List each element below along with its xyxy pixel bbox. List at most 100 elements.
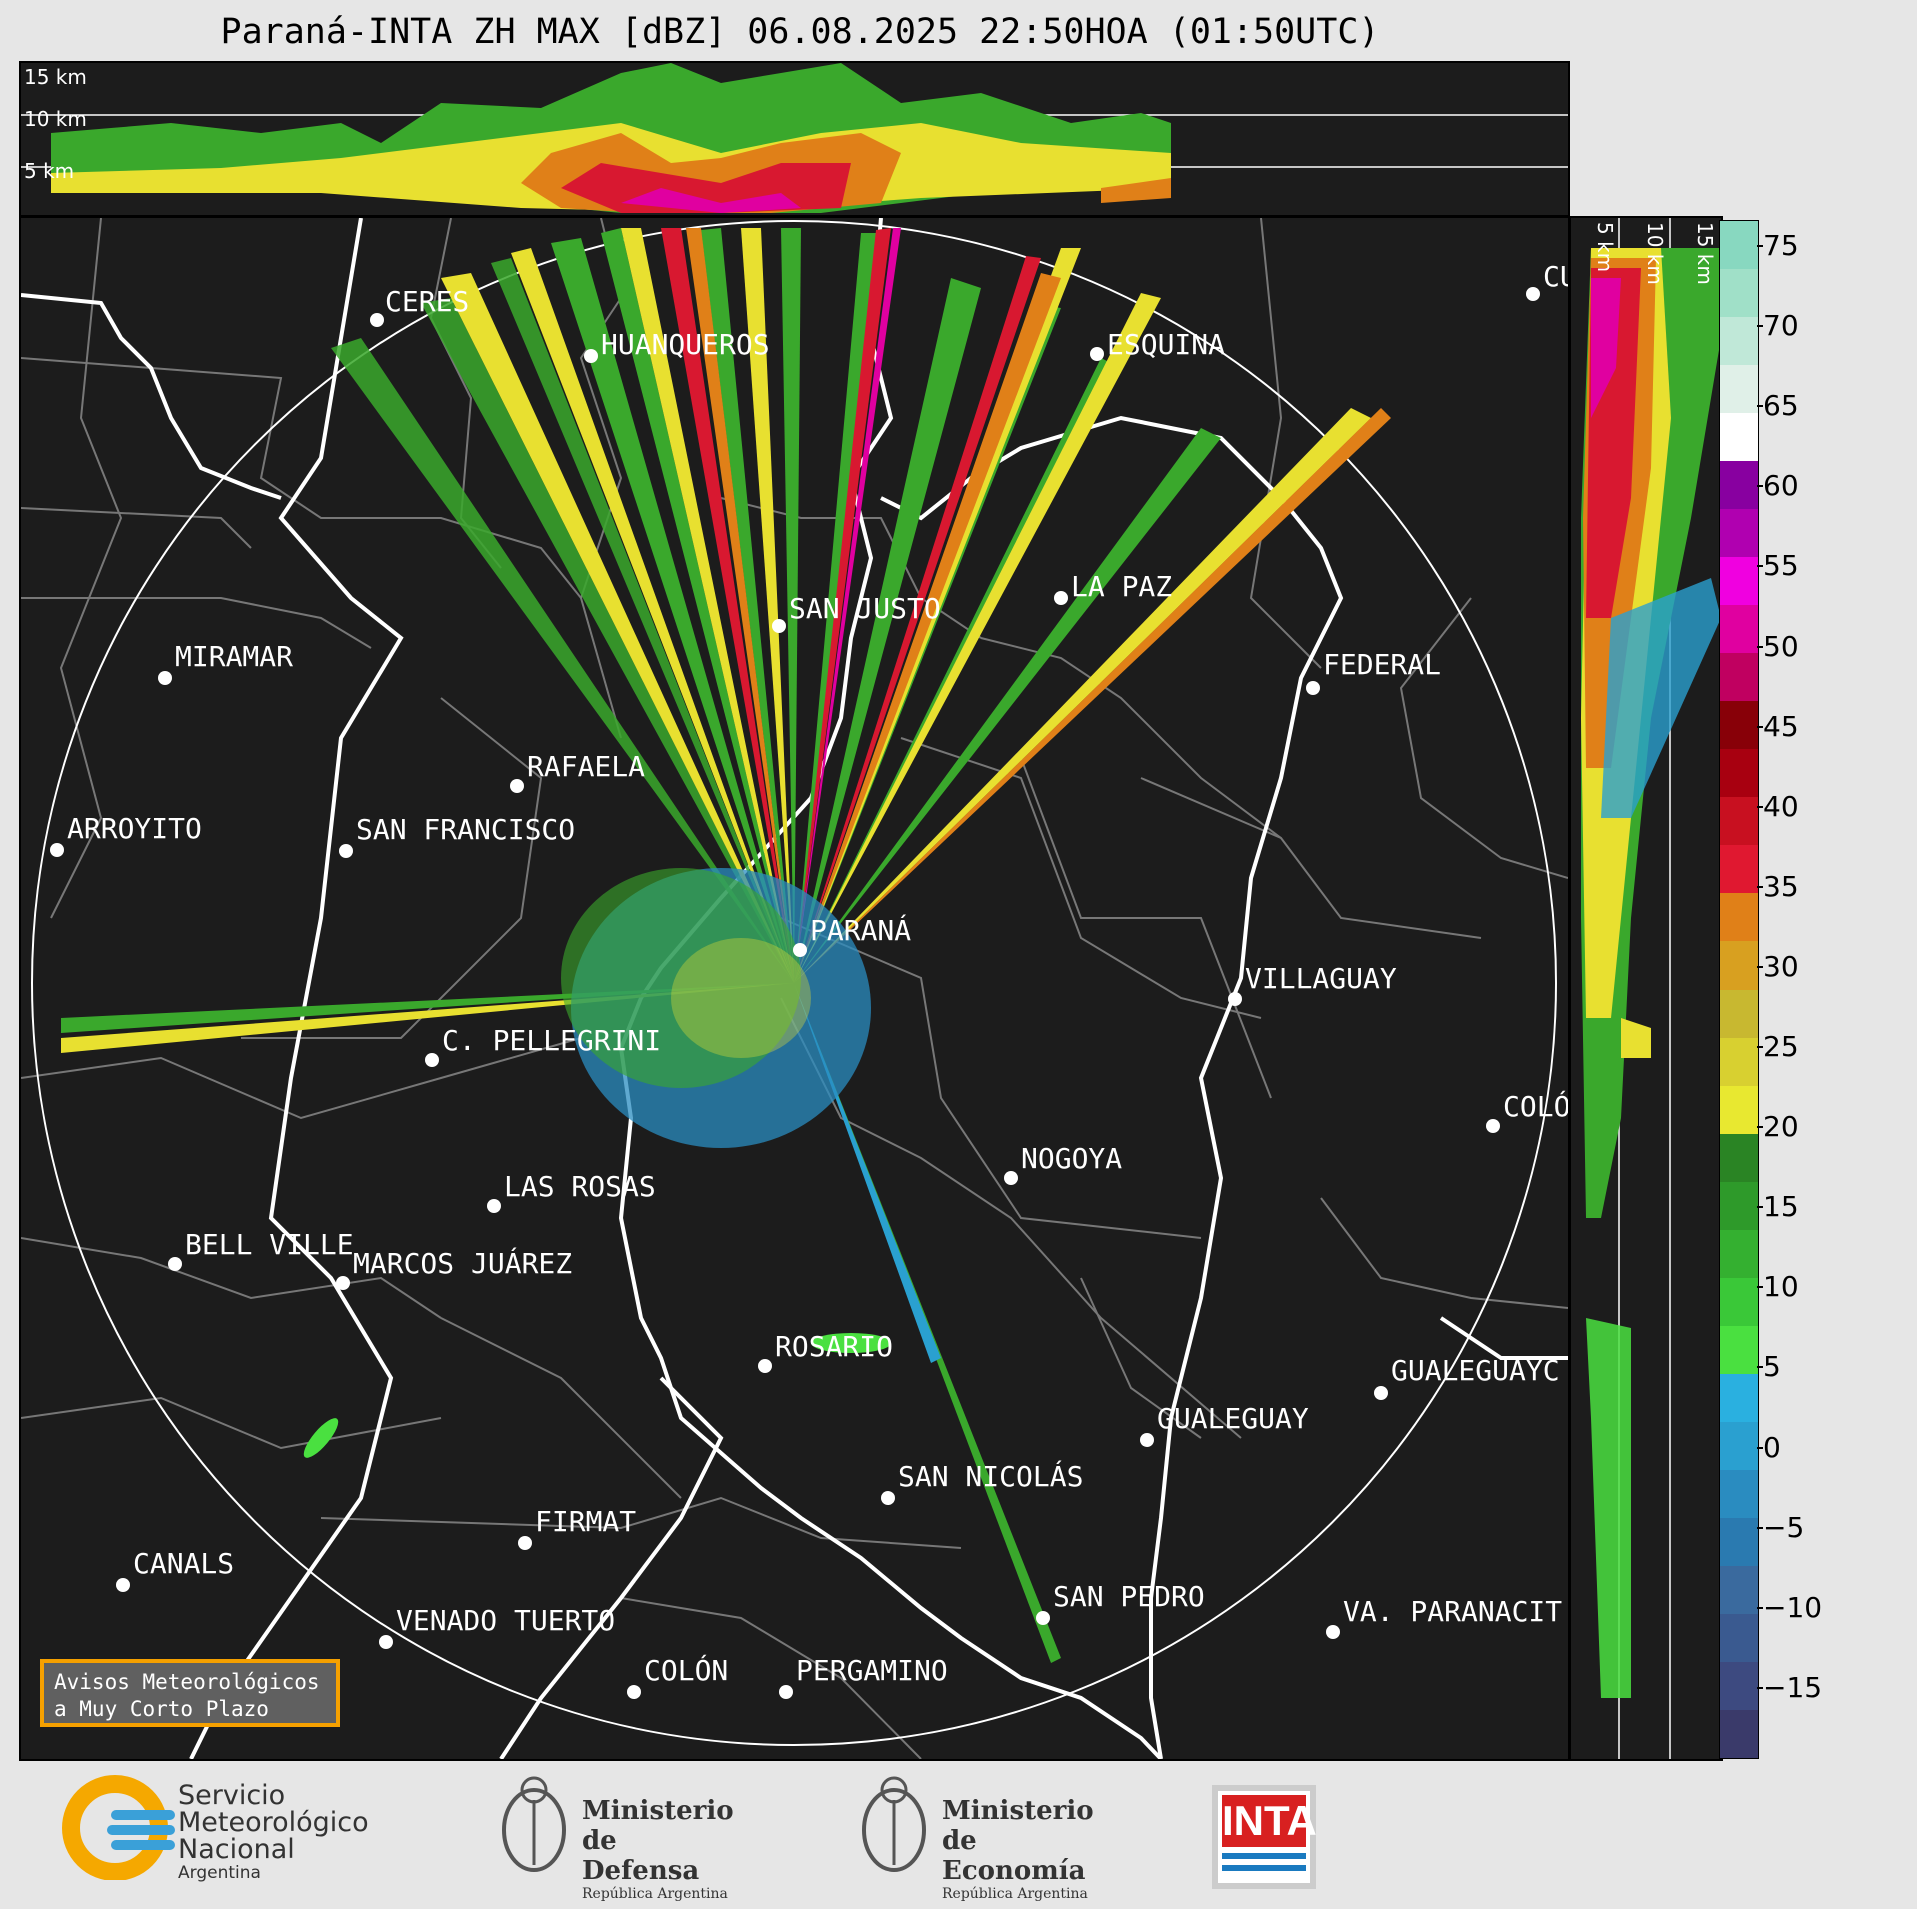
height-label-5km: 5 km [24,159,75,183]
colorbar-segment [1720,652,1758,702]
city-label: CANALS [133,1547,234,1580]
avisos-button[interactable]: Avisos Meteorológicos a Muy Corto Plazo [40,1659,340,1727]
city-label: SAN JUSTO [789,592,941,625]
colorbar-tick-label: −10 [1763,1590,1823,1624]
colorbar-segment [1720,989,1758,1038]
colorbar-segment [1720,844,1758,894]
city-labels: CERES HUANQUEROS ESQUINA CU SAN JUSTO LA… [67,260,1568,1687]
colorbar-segment [1720,316,1758,366]
colorbar-segment [1720,604,1758,654]
city-label: GUALEGUAYC [1391,1354,1560,1387]
city-dot-la-paz [1054,591,1068,605]
city-label: COLÓ [1503,1089,1568,1123]
colorbar-segment [1720,268,1758,318]
colorbar-tick-mark [1757,805,1763,808]
colorbar-tick-mark [1757,325,1763,328]
range-ring [31,220,1557,1746]
city-dot-marcos-juarez [336,1276,350,1290]
colorbar-segment [1720,508,1758,558]
city-label: VENADO TUERTO [396,1604,615,1637]
colorbar-tick-mark [1757,1526,1763,1529]
colorbar-segment [1720,1133,1758,1182]
colorbar-tick-label: 0 [1763,1430,1781,1464]
colorbar-tick-label: 50 [1763,629,1799,663]
city-dot-bell-ville [168,1257,182,1271]
colorbar-segment [1720,1565,1758,1614]
radar-map-panel: CERES HUANQUEROS ESQUINA CU SAN JUSTO LA… [19,216,1570,1761]
colorbar-segment [1720,364,1758,414]
colorbar-segment [1720,1661,1758,1710]
colorbar-segment [1720,1709,1758,1758]
height-label-15km: 15 km [24,65,87,89]
defensa-line2: de Defensa [582,1826,700,1886]
city-label: LAS ROSAS [504,1170,656,1203]
colorbar-segment [1720,796,1758,846]
top-cross-section-plot [21,63,1568,213]
avisos-line1: Avisos Meteorológicos [54,1670,320,1694]
colorbar-tick-mark [1757,485,1763,488]
colorbar-tick-label: −15 [1763,1670,1823,1704]
colorbar-tick-mark [1757,885,1763,888]
colorbar-tick-label: 5 [1763,1350,1781,1384]
city-label: COLÓN [644,1653,728,1687]
city-label: LA PAZ [1071,570,1172,603]
city-dot-canals [116,1578,130,1592]
colorbar-tick-label: 70 [1763,309,1799,343]
smn-line2: Meteorológico [178,1807,369,1838]
province-borders [21,218,1568,1759]
radar-map: CERES HUANQUEROS ESQUINA CU SAN JUSTO LA… [21,218,1568,1759]
defensa-line3: República Argentina [582,1886,728,1902]
top-cross-section-panel: 15 km 10 km 5 km [19,61,1570,217]
smn-line4: Argentina [178,1863,261,1883]
smn-line3: Nacional [178,1834,295,1865]
colorbar-tick-mark [1757,645,1763,648]
city-label: PERGAMINO [796,1654,948,1687]
colorbar-tick-label: 20 [1763,1110,1799,1144]
city-label: ARROYITO [67,812,202,845]
city-dot-colo [1486,1119,1500,1133]
side-height-label-15km: 15 km [1693,222,1717,285]
city-label: SAN NICOLÁS [898,1459,1083,1493]
economia-line3: República Argentina [942,1886,1088,1902]
smn-logo: Servicio Meteorológico Nacional Argentin… [55,1770,369,1884]
city-dot-nogoya [1004,1171,1018,1185]
city-dot-arroyito [50,843,64,857]
city-dot-villaguay [1228,992,1242,1006]
side-cross-section-panel: 5 km 10 km 15 km [1569,216,1723,1761]
smn-line1: Servicio [178,1780,286,1811]
city-label: VILLAGUAY [1245,962,1397,995]
city-label: NOGOYA [1021,1142,1122,1175]
city-dot-gualeguay [1140,1433,1154,1447]
colorbar-segment [1720,940,1758,990]
city-dot-parana [793,943,807,957]
colorbar-tick-mark [1757,1366,1763,1369]
city-dot-rafaela [510,779,524,793]
city-dot-esquina [1090,347,1104,361]
colorbar-segment [1720,1181,1758,1230]
colorbar-tick-label: 35 [1763,869,1799,903]
city-dot-san-francisco [339,844,353,858]
colorbar-segment [1720,412,1758,462]
city-dot-federal [1306,681,1320,695]
colorbar-segment [1720,892,1758,942]
city-label: ROSARIO [775,1330,893,1363]
city-label: CERES [385,285,469,318]
colorbar-tick-label: 15 [1763,1190,1799,1224]
city-label: ESQUINA [1107,328,1225,361]
city-dot-san-justo [772,619,786,633]
colorbar-segment [1720,1037,1758,1086]
colorbar-tick-mark [1757,725,1763,728]
colorbar-tick-mark [1757,245,1763,247]
city-label: GUALEGUAY [1157,1402,1309,1435]
radar-echoes [61,228,1391,1663]
city-label: SAN PEDRO [1053,1580,1205,1613]
city-label: C. PELLEGRINI [442,1024,661,1057]
colorbar-tick-label: 45 [1763,709,1799,743]
colorbar-segment [1720,460,1758,510]
department-borders [21,218,1568,1759]
defensa-line1: Ministerio [582,1796,734,1826]
city-dot-cu [1526,287,1540,301]
city-dot-miramar [158,671,172,685]
city-dot-huanqueros [584,349,598,363]
colorbar-tick-mark [1757,1286,1763,1289]
